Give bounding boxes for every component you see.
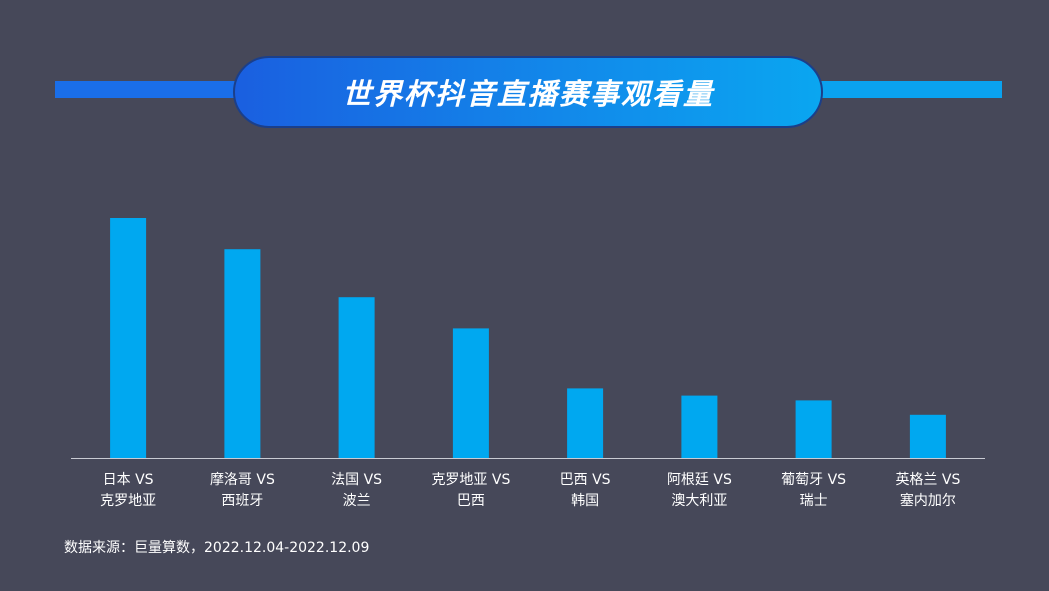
- x-tick-label-4-line-1: 克罗地亚 VS: [431, 472, 510, 488]
- x-tick-label-2-line-2: 西班牙: [221, 493, 263, 509]
- x-tick-label-1-line-1: 日本 VS: [103, 472, 154, 488]
- title-decor-right: [816, 81, 1002, 98]
- x-tick-label-7-line-1: 葡萄牙 VS: [781, 472, 846, 488]
- bar-7: [795, 400, 832, 458]
- x-tick-label-6-line-2: 澳大利亚: [671, 493, 727, 509]
- bar-6: [681, 395, 718, 458]
- bar-4: [452, 328, 489, 458]
- x-tick-label-4-line-2: 巴西: [457, 493, 485, 509]
- x-tick-label-7-line-2: 瑞士: [800, 493, 828, 509]
- x-tick-label-5-line-2: 韩国: [571, 493, 599, 509]
- x-tick-label-8-line-1: 英格兰 VS: [895, 471, 960, 488]
- title-banner: 世界杯抖音直播赛事观看量: [233, 56, 823, 128]
- x-tick-label-1-line-2: 克罗地亚: [100, 493, 156, 509]
- data-source-note: 数据来源：巨量算数，2022.12.04-2022.12.09: [64, 540, 370, 556]
- bar-2: [224, 249, 261, 458]
- x-tick-label-2-line-1: 摩洛哥 VS: [210, 471, 275, 488]
- title-decor-left: [55, 81, 240, 98]
- chart-title: 世界杯抖音直播赛事观看量: [341, 77, 714, 111]
- x-tick-label-6-line-1: 阿根廷 VS: [667, 472, 732, 488]
- bar-8: [909, 414, 946, 458]
- x-tick-label-3-line-2: 波兰: [343, 493, 371, 509]
- x-tick-label-5-line-1: 巴西 VS: [560, 472, 611, 488]
- bar-3: [338, 297, 375, 458]
- bar-1: [110, 218, 147, 458]
- x-tick-label-8-line-2: 塞内加尔: [900, 492, 956, 509]
- bar-5: [567, 388, 604, 458]
- x-tick-label-3-line-1: 法国 VS: [331, 472, 382, 488]
